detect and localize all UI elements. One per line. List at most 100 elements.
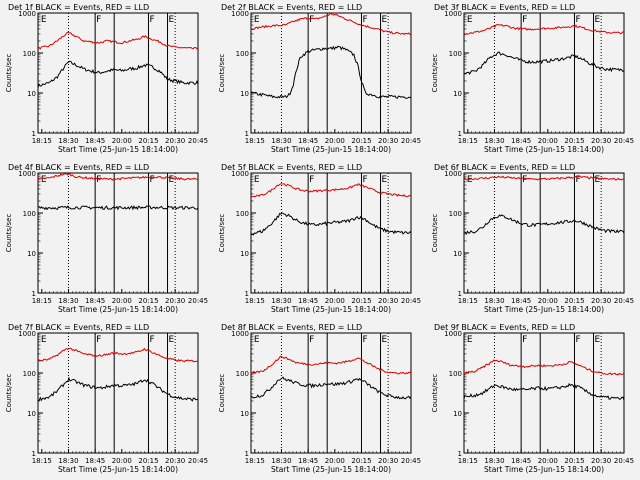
marker-label: E	[41, 175, 47, 185]
marker-label: F	[149, 15, 154, 25]
y-tick-label: 1000	[231, 170, 249, 178]
x-tick-label: 20:30	[165, 137, 185, 145]
x-tick-label: 20:15	[138, 137, 158, 145]
x-tick-label: 20:30	[378, 457, 398, 465]
y-tick-label: 10	[27, 250, 36, 258]
marker-label: E	[467, 335, 473, 345]
x-axis-label: Start Time (25-Jun-15 18:14:00)	[484, 465, 604, 474]
marker-label: F	[96, 15, 101, 25]
y-tick-label: 100	[236, 50, 249, 58]
x-tick-label: 20:15	[564, 137, 584, 145]
marker-label: E	[595, 335, 601, 345]
x-tick-label: 18:15	[32, 297, 52, 305]
x-tick-label: 20:00	[112, 297, 132, 305]
y-tick-label: 100	[23, 50, 36, 58]
x-axis-label: Start Time (25-Jun-15 18:14:00)	[58, 145, 178, 154]
x-tick-label: 18:15	[245, 137, 265, 145]
x-axis-label: Start Time (25-Jun-15 18:14:00)	[271, 465, 391, 474]
x-tick-label: 18:45	[298, 457, 318, 465]
plot-frame	[463, 172, 625, 294]
y-tick-label: 1	[32, 450, 36, 458]
x-tick-label: 18:45	[511, 457, 531, 465]
x-tick-label: 20:30	[591, 137, 611, 145]
x-axis-label: Start Time (25-Jun-15 18:14:00)	[271, 305, 391, 314]
x-tick-label: 20:15	[564, 457, 584, 465]
x-tick-label: 18:15	[458, 297, 478, 305]
panel-title: Det 7f BLACK = Events, RED = LLD	[8, 323, 149, 332]
y-tick-label: 1	[245, 450, 249, 458]
y-tick-label: 1	[458, 290, 462, 298]
x-tick-label: 20:00	[538, 457, 558, 465]
panel-title: Det 1f BLACK = Events, RED = LLD	[8, 3, 149, 12]
y-tick-label: 1	[245, 130, 249, 138]
panel-title: Det 3f BLACK = Events, RED = LLD	[434, 3, 575, 12]
marker-label: E	[595, 15, 601, 25]
x-tick-label: 18:30	[484, 297, 504, 305]
x-tick-label: 18:30	[271, 137, 291, 145]
panel-title: Det 5f BLACK = Events, RED = LLD	[221, 163, 362, 172]
x-tick-label: 18:45	[511, 297, 531, 305]
series-events	[463, 214, 625, 235]
y-tick-label: 10	[27, 410, 36, 418]
y-tick-label: 1000	[444, 330, 462, 338]
x-tick-label: 20:15	[138, 297, 158, 305]
x-tick-label: 20:30	[378, 137, 398, 145]
x-tick-label: 20:45	[614, 457, 634, 465]
y-tick-label: 1000	[18, 10, 36, 18]
x-tick-label: 18:45	[85, 457, 105, 465]
y-tick-label: 10	[240, 90, 249, 98]
x-tick-label: 18:30	[271, 297, 291, 305]
y-tick-label: 1000	[231, 10, 249, 18]
x-tick-label: 20:45	[401, 297, 421, 305]
series-events	[250, 212, 412, 236]
y-tick-label: 10	[240, 410, 249, 418]
x-tick-label: 20:00	[112, 137, 132, 145]
y-tick-label: 10	[453, 90, 462, 98]
panel-title: Det 2f BLACK = Events, RED = LLD	[221, 3, 362, 12]
y-tick-label: 1	[32, 130, 36, 138]
marker-label: F	[309, 175, 314, 185]
panel-2: Det 2f BLACK = Events, RED = LLD 1 10 100 10…	[218, 3, 421, 154]
x-tick-label: 20:45	[188, 457, 208, 465]
panel-8: Det 8f BLACK = Events, RED = LLD 1 10 100 10…	[218, 323, 421, 474]
series-events	[38, 376, 199, 402]
x-tick-label: 20:15	[564, 297, 584, 305]
y-tick-label: 10	[240, 250, 249, 258]
x-tick-label: 18:15	[32, 137, 52, 145]
y-tick-label: 100	[23, 210, 36, 218]
panel-title: Det 8f BLACK = Events, RED = LLD	[221, 323, 362, 332]
panel-9: Det 9f BLACK = Events, RED = LLD 1 10 100 10…	[431, 323, 634, 474]
x-axis-label: Start Time (25-Jun-15 18:14:00)	[271, 145, 391, 154]
x-tick-label: 20:45	[614, 137, 634, 145]
x-tick-label: 18:30	[58, 457, 78, 465]
y-axis-label: Counts/sec	[218, 54, 226, 93]
y-tick-label: 100	[449, 370, 462, 378]
panel-title: Det 6f BLACK = Events, RED = LLD	[434, 163, 575, 172]
marker-label: F	[309, 15, 314, 25]
x-axis-label: Start Time (25-Jun-15 18:14:00)	[484, 145, 604, 154]
x-tick-label: 20:15	[351, 137, 371, 145]
y-axis-label: Counts/sec	[431, 54, 439, 93]
marker-label: F	[149, 175, 154, 185]
x-axis-label: Start Time (25-Jun-15 18:14:00)	[58, 465, 178, 474]
y-tick-label: 10	[453, 410, 462, 418]
marker-label: F	[575, 175, 580, 185]
y-tick-label: 10	[453, 250, 462, 258]
marker-label: E	[382, 335, 388, 345]
y-tick-label: 1000	[18, 330, 36, 338]
x-tick-label: 18:15	[245, 457, 265, 465]
x-tick-label: 18:15	[458, 457, 478, 465]
plot-frame	[250, 332, 412, 454]
x-tick-label: 20:00	[325, 297, 345, 305]
marker-label: F	[522, 175, 527, 185]
x-tick-label: 20:45	[614, 297, 634, 305]
marker-label: E	[41, 335, 47, 345]
marker-label: E	[41, 15, 47, 25]
x-tick-label: 18:45	[298, 297, 318, 305]
x-tick-label: 20:30	[165, 457, 185, 465]
x-tick-label: 20:00	[325, 457, 345, 465]
series-lld	[250, 355, 412, 375]
x-tick-label: 20:45	[188, 297, 208, 305]
x-tick-label: 20:45	[401, 457, 421, 465]
